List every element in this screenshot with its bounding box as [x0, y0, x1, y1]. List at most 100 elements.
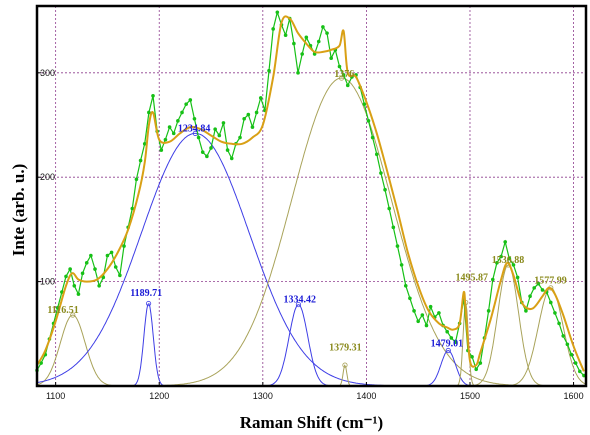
measured-point — [383, 187, 387, 192]
component-peak-marker — [342, 362, 348, 368]
measured-point — [565, 342, 570, 347]
measured-point — [138, 158, 143, 163]
peak-label: 1116.51 — [47, 305, 78, 316]
measured-point — [532, 286, 537, 290]
x-tick-label: 1400 — [356, 391, 376, 401]
peak-label: 1234.84 — [178, 123, 211, 134]
measured-point — [557, 321, 561, 326]
measured-point — [507, 256, 512, 261]
measured-point — [275, 10, 280, 15]
component-peak-marker — [295, 301, 302, 308]
component-curve — [37, 302, 586, 387]
measured-point — [64, 274, 68, 279]
measured-point — [225, 148, 230, 152]
measured-point — [515, 275, 520, 280]
measured-point — [242, 116, 246, 121]
measured-point — [321, 25, 325, 29]
measured-point — [561, 334, 566, 338]
peak-label: 1334.42 — [284, 294, 317, 305]
measured-point — [503, 240, 508, 244]
component-curve — [37, 364, 586, 387]
measured-point — [167, 125, 172, 129]
measured-point — [478, 361, 483, 365]
measured-point — [316, 39, 321, 44]
measured-point — [412, 309, 416, 313]
measured-point — [151, 93, 155, 98]
measured-point — [113, 265, 118, 269]
measured-point — [267, 68, 271, 73]
axis-ticks: 1100 1200 1300 1400 1500 1600 100 200 300 — [37, 68, 584, 401]
measured-point — [258, 96, 263, 100]
x-tick-label: 1300 — [253, 391, 273, 401]
component-curve — [37, 304, 586, 387]
measured-point — [163, 137, 168, 142]
measured-point — [188, 98, 193, 102]
measured-point — [68, 267, 72, 271]
measured-point — [528, 294, 532, 299]
x-axis-title: Raman Shift (cm⁻¹) — [240, 413, 383, 432]
measured-point — [391, 225, 396, 230]
measured-point — [217, 133, 222, 138]
measured-point — [495, 261, 499, 265]
measured-point — [573, 361, 578, 365]
measured-point — [72, 283, 77, 288]
y-tick-label: 100 — [40, 277, 55, 287]
measured-point — [271, 27, 275, 31]
peak-label: 1379.31 — [329, 343, 362, 354]
component-peak-marker — [145, 300, 152, 307]
measured-point — [548, 300, 553, 305]
component-curve — [37, 77, 586, 387]
measured-point — [428, 304, 433, 309]
measured-point — [300, 52, 304, 56]
measured-point — [536, 281, 541, 286]
measured-point — [337, 64, 342, 69]
measured-point — [437, 311, 441, 315]
measured-point — [474, 367, 479, 372]
measured-point — [486, 309, 491, 313]
measured-point — [196, 135, 201, 140]
measured-point — [329, 56, 333, 60]
measured-point — [569, 352, 574, 357]
measured-point — [292, 41, 296, 46]
measured-point — [221, 121, 226, 125]
measured-point — [142, 142, 147, 146]
component-curve — [37, 302, 586, 387]
measured-point — [416, 319, 420, 324]
measured-point — [192, 116, 197, 121]
fit-components — [36, 75, 587, 387]
measured-point — [453, 340, 458, 344]
measured-point — [403, 283, 408, 288]
measured-point — [254, 110, 259, 115]
measured-point — [366, 119, 371, 123]
measured-point — [39, 361, 43, 365]
grid-lines — [37, 6, 586, 386]
measured-point — [511, 263, 516, 267]
x-tick-label: 1200 — [149, 391, 169, 401]
measured-point — [89, 253, 93, 258]
measured-point — [159, 148, 164, 152]
measured-point — [374, 152, 379, 157]
measured-point — [362, 102, 367, 106]
measured-point — [130, 206, 135, 211]
measured-point — [387, 206, 391, 211]
measured-point — [540, 288, 545, 292]
plot-frame — [35, 4, 588, 388]
measured-point — [84, 261, 89, 265]
y-tick-label: 200 — [40, 172, 55, 182]
peak-label: 1577.99 — [534, 276, 567, 287]
measured-spectrum — [35, 10, 586, 378]
measured-point — [109, 250, 114, 255]
y-axis-title: Inte (arb. u.) — [9, 164, 28, 257]
measured-line — [36, 10, 585, 377]
measured-point — [171, 131, 176, 136]
measured-point — [184, 102, 188, 106]
measured-point — [246, 112, 251, 117]
measured-point — [524, 309, 528, 313]
measured-point — [205, 154, 209, 159]
measured-point — [283, 33, 288, 38]
measured-point — [490, 277, 495, 282]
measured-point — [229, 156, 234, 161]
measured-point — [118, 273, 122, 278]
measured-point — [97, 283, 101, 288]
